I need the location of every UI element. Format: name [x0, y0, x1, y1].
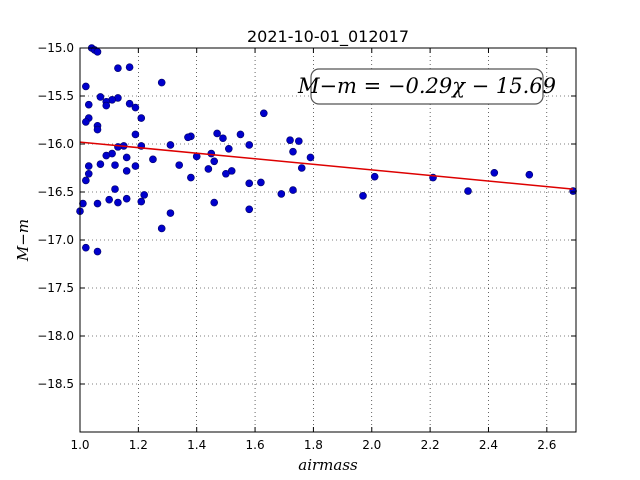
x-tick-label: 2.0: [362, 438, 381, 452]
data-point: [490, 169, 499, 177]
data-point: [111, 161, 119, 169]
data-point: [225, 145, 233, 153]
data-point: [125, 63, 134, 71]
data-point: [210, 198, 219, 207]
data-point: [93, 247, 102, 256]
data-point: [82, 243, 90, 252]
fit-equation-box: [310, 68, 544, 105]
data-point: [82, 82, 90, 91]
data-point: [93, 199, 102, 208]
data-point: [125, 99, 134, 108]
x-tick-label: 1.6: [246, 438, 265, 452]
x-tick-label: 1.2: [129, 438, 148, 452]
data-point: [213, 129, 221, 138]
data-point: [166, 209, 175, 217]
data-point: [306, 153, 315, 162]
data-point: [131, 162, 140, 170]
data-point: [84, 162, 93, 170]
data-point: [105, 195, 113, 204]
data-point: [245, 205, 254, 214]
data-point: [295, 137, 303, 145]
x-tick-label: 1.0: [70, 438, 89, 452]
data-point: [222, 169, 230, 178]
data-point: [157, 78, 166, 87]
data-point: [464, 187, 472, 195]
data-point: [96, 93, 105, 101]
data-point: [207, 149, 216, 158]
data-point: [114, 143, 122, 151]
axis-ticks: [79, 47, 576, 432]
data-point: [137, 197, 146, 206]
y-tick-labels: −15.0 −15.5 −16.0 −16.5 −17.0 −17.5 −18.0 −18.5: [37, 41, 74, 391]
data-point: [175, 161, 183, 169]
data-point: [245, 141, 254, 149]
data-point: [286, 136, 294, 144]
data-point: [245, 179, 254, 188]
data-point: [82, 176, 90, 185]
data-point: [82, 118, 90, 126]
chart-title: 2021-10-01_012017: [247, 27, 409, 47]
data-point: [204, 165, 213, 173]
data-point: [131, 103, 140, 112]
data-point: [102, 151, 111, 160]
data-point: [525, 170, 534, 179]
data-point: [114, 198, 122, 207]
y-tick-label: −17.5: [37, 281, 74, 295]
data-point: [370, 172, 379, 181]
data-point: [140, 191, 148, 199]
data-point: [122, 194, 131, 203]
data-points: [76, 44, 577, 256]
data-point: [277, 190, 286, 198]
data-point: [122, 167, 131, 175]
data-point: [96, 160, 105, 168]
data-point: [236, 130, 245, 139]
data-point: [149, 155, 157, 164]
data-point: [219, 134, 227, 143]
x-tick-label: 2.4: [479, 438, 498, 452]
data-point: [297, 164, 306, 172]
data-point: [122, 153, 131, 162]
data-point: [102, 101, 111, 110]
data-point: [79, 199, 87, 208]
x-tick-label: 1.4: [187, 438, 206, 452]
fit-line: [79, 141, 574, 190]
y-tick-label: −15.0: [37, 41, 74, 55]
y-tick-label: −15.5: [37, 89, 74, 103]
data-point: [137, 114, 146, 122]
x-axis-label: airmass: [298, 456, 358, 474]
data-point: [166, 141, 175, 149]
x-tick-labels: 1.0 1.2 1.4 1.6 1.8 2.0 2.2 2.4 2.6: [70, 438, 556, 452]
y-tick-label: −18.0: [37, 329, 74, 343]
data-point: [93, 48, 102, 56]
fit-equation-text: M−m = −0.29χ − 15.69: [297, 74, 556, 98]
data-point: [289, 186, 297, 194]
data-point: [257, 178, 265, 187]
data-point: [260, 109, 268, 118]
data-point: [131, 130, 140, 139]
data-point: [210, 157, 219, 166]
data-point: [359, 192, 367, 200]
data-point: [93, 125, 102, 134]
data-point: [289, 147, 297, 156]
data-point: [157, 224, 166, 233]
y-tick-label: −16.0: [37, 137, 74, 151]
data-point: [84, 100, 93, 109]
x-tick-label: 2.2: [421, 438, 440, 452]
x-tick-label: 2.6: [537, 438, 556, 452]
x-tick-label: 1.8: [304, 438, 323, 452]
data-point: [111, 185, 119, 193]
data-point: [84, 169, 93, 178]
y-tick-label: −16.5: [37, 185, 74, 199]
y-tick-label: −17.0: [37, 233, 74, 247]
data-point: [114, 64, 122, 72]
y-tick-label: −18.5: [37, 377, 74, 391]
data-point: [184, 133, 192, 142]
data-point: [187, 173, 195, 182]
y-axis-label: M−m: [14, 219, 32, 262]
